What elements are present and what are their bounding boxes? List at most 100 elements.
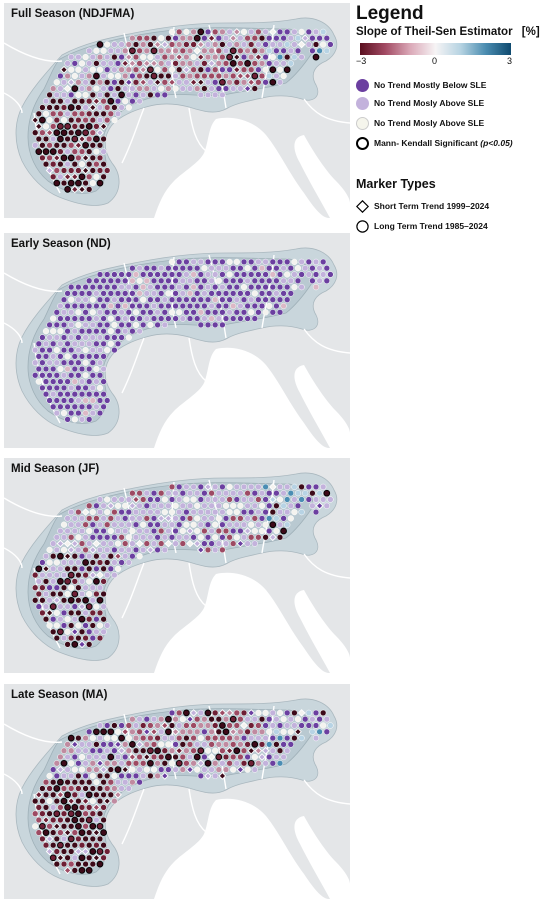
trend-marker-circle [78, 515, 86, 522]
trend-marker-circle [104, 309, 111, 316]
trend-marker-circle [68, 309, 75, 316]
trend-marker-circle [197, 772, 204, 780]
trend-marker-circle [201, 716, 208, 723]
trend-marker-diamond [171, 727, 180, 736]
trend-marker-circle [49, 148, 57, 155]
trend-marker-diamond [124, 53, 133, 61]
trend-marker-circle [147, 79, 154, 86]
trend-marker-circle [86, 641, 93, 648]
trend-marker-circle [100, 315, 107, 322]
trend-marker-circle [201, 60, 208, 67]
trend-marker-circle [136, 728, 143, 735]
trend-marker-circle [104, 772, 111, 780]
trend-marker-diamond [78, 185, 86, 194]
trend-marker-circle [197, 66, 204, 73]
trend-marker-circle [150, 527, 158, 535]
trend-marker-circle [104, 559, 111, 566]
trend-marker-circle [64, 779, 71, 786]
trend-marker-circle [89, 797, 96, 805]
trend-marker-circle [86, 553, 93, 560]
trend-marker-circle [222, 766, 230, 773]
trend-marker-diamond [207, 34, 216, 43]
trend-marker-circle [222, 540, 230, 547]
trend-marker-circle [132, 534, 140, 541]
trend-marker-circle [75, 79, 82, 86]
trend-marker-diamond [96, 571, 104, 579]
trend-marker-circle [140, 772, 147, 780]
trend-marker-circle [215, 277, 222, 284]
trend-marker-circle [104, 508, 111, 516]
trend-marker-circle [136, 515, 143, 522]
trend-marker-circle [100, 590, 107, 598]
trend-marker-circle [125, 321, 132, 329]
trend-marker-circle [42, 590, 50, 598]
trend-marker-circle [215, 315, 222, 322]
trend-marker-circle [100, 47, 107, 54]
trend-marker-circle [140, 722, 147, 729]
trend-marker-circle [229, 60, 237, 67]
trend-marker-diamond [153, 78, 162, 87]
trend-marker-circle [39, 359, 46, 366]
trend-marker-circle [244, 490, 251, 497]
trend-marker-circle [244, 290, 251, 297]
trend-marker-circle [53, 634, 60, 642]
trend-marker-circle [122, 277, 129, 284]
trend-marker-circle [258, 302, 266, 310]
trend-marker-circle [168, 258, 176, 266]
trend-marker-circle [86, 353, 93, 360]
trend-marker-circle [39, 154, 46, 162]
trend-marker-circle [68, 508, 75, 516]
trend-marker-circle [42, 791, 50, 798]
trend-marker-circle [276, 483, 284, 491]
trend-marker-circle [255, 66, 262, 73]
trend-marker-circle [118, 559, 125, 566]
trend-marker-circle [168, 521, 176, 528]
trend-marker-circle [93, 553, 100, 560]
trend-marker-circle [86, 578, 93, 585]
trend-marker-circle [32, 797, 39, 805]
trend-marker-circle [197, 258, 204, 266]
trend-marker-circle [255, 28, 262, 36]
trend-marker-circle [132, 722, 140, 729]
trend-marker-circle [86, 173, 93, 180]
trend-marker-circle [78, 416, 86, 423]
trend-marker-circle [82, 91, 89, 99]
trend-marker-circle [78, 816, 86, 824]
trend-marker-circle [287, 515, 294, 522]
trend-marker-circle [93, 616, 100, 623]
trend-marker-circle [269, 53, 276, 61]
trend-marker-circle [93, 565, 100, 572]
trend-marker-circle [86, 340, 93, 347]
trend-marker-circle [104, 321, 111, 329]
trend-marker-circle [204, 709, 212, 717]
trend-marker-circle [280, 753, 287, 761]
trend-marker-circle [244, 540, 251, 547]
trend-marker-circle [312, 271, 320, 278]
trend-marker-circle [42, 340, 50, 347]
trend-marker-circle [244, 302, 251, 310]
trend-marker-circle [39, 334, 46, 341]
trend-marker-circle [161, 91, 168, 99]
trend-marker-circle [294, 47, 302, 54]
trend-marker-circle [86, 328, 93, 335]
trend-marker-circle [312, 283, 320, 291]
trend-marker-circle [269, 709, 276, 717]
trend-marker-circle [39, 346, 46, 354]
trend-marker-circle [68, 372, 75, 379]
trend-marker-circle [201, 302, 208, 310]
trend-marker-circle [86, 302, 93, 310]
trend-marker-circle [262, 66, 269, 73]
trend-marker-circle [190, 534, 197, 541]
trend-marker-circle [64, 842, 71, 849]
swatch-white [356, 116, 369, 130]
trend-marker-circle [78, 98, 86, 105]
trend-marker-circle [248, 483, 255, 491]
trend-marker-circle [150, 540, 158, 547]
trend-marker-circle [82, 559, 89, 566]
trend-marker-diamond [247, 746, 256, 755]
trend-marker-circle [140, 283, 147, 291]
trend-marker-circle [71, 123, 78, 130]
trend-marker-circle [64, 161, 71, 168]
trend-marker-circle [71, 302, 78, 310]
trend-marker-circle [122, 540, 129, 547]
